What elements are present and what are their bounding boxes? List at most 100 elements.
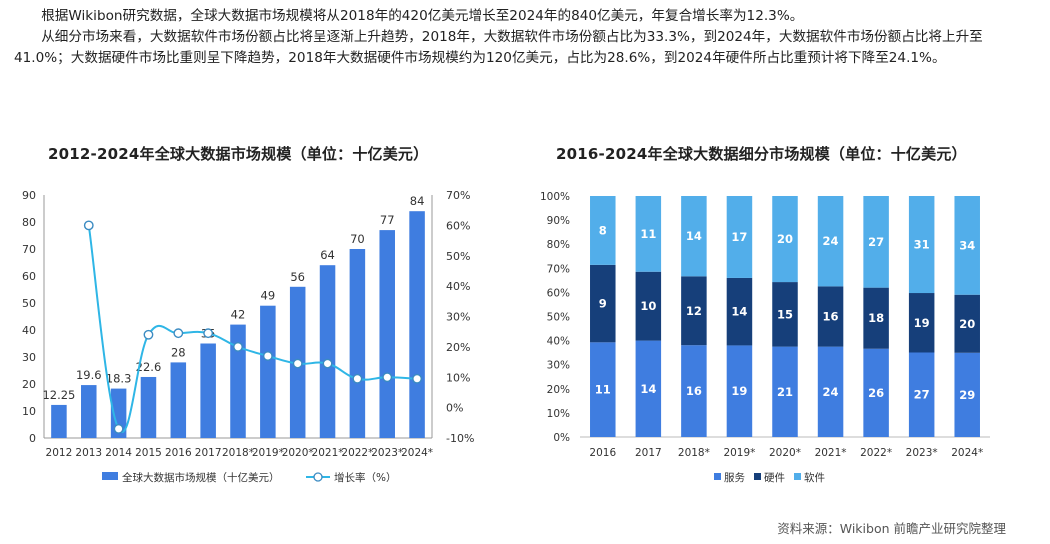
segment-value-label: 27 xyxy=(914,388,930,402)
y-tick-label: 80% xyxy=(547,239,570,251)
bar xyxy=(319,265,336,438)
segment-share-chart: 0%10%20%30%40%50%60%70%80%90%100%1198201… xyxy=(540,191,990,484)
y-tick-label: 20 xyxy=(22,378,36,391)
stack-segment xyxy=(908,196,935,294)
y-tick-label: 60% xyxy=(547,287,570,299)
stack-segment xyxy=(817,346,844,437)
y2-tick-label: 50% xyxy=(446,250,470,263)
y-tick-label: 40% xyxy=(547,336,570,348)
stack-segment xyxy=(681,345,707,437)
y2-tick-label: 10% xyxy=(446,371,470,384)
intro-paragraph-2: 从细分市场来看，大数据软件市场份额占比将呈逐渐上升趋势，2018年，大数据软件市… xyxy=(14,29,983,66)
stack-segment xyxy=(954,196,980,295)
chart2-title: 2016-2024年全球大数据细分市场规模（单位：十亿美元） xyxy=(556,145,967,163)
segment-value-label: 12 xyxy=(686,304,702,318)
y-tick-label: 70 xyxy=(22,243,36,256)
segment-value-label: 17 xyxy=(731,230,747,244)
segment-value-label: 20 xyxy=(959,317,975,331)
x-tick-label: 2021* xyxy=(815,447,847,459)
y-tick-label: 0% xyxy=(553,432,570,444)
x-tick-label: 2013 xyxy=(75,447,102,459)
segment-value-label: 14 xyxy=(640,382,656,396)
bar xyxy=(409,211,425,438)
y2-tick-label: 30% xyxy=(446,311,470,324)
bar xyxy=(349,249,366,438)
stack-segment xyxy=(635,271,662,341)
y2-tick-label: -10% xyxy=(446,432,474,445)
bar-value-label: 19.6 xyxy=(76,368,102,382)
segment-value-label: 9 xyxy=(599,297,607,311)
legend-swatch xyxy=(714,473,721,480)
y-tick-label: 50% xyxy=(547,312,570,324)
x-tick-label: 2014 xyxy=(105,447,132,459)
bar-value-label: 18.3 xyxy=(106,372,132,386)
stack-segment xyxy=(772,196,798,283)
bar-value-label: 49 xyxy=(261,289,276,303)
stack-segment xyxy=(726,277,753,346)
intro-text: 根据Wikibon研究数据，全球大数据市场规模将从2018年的420亿美元增长至… xyxy=(14,6,1034,69)
stack-segment xyxy=(590,264,616,343)
y2-tick-label: 0% xyxy=(446,402,463,415)
market-size-chart: 0 10 20 30 40 50 60 70 80 90 -10% 0% 10% 20% 30% 40% 50%… xyxy=(22,189,474,484)
x-tick-label: 2022* xyxy=(341,447,373,459)
x-tick-label: 2019* xyxy=(252,447,284,459)
growth-rate-point xyxy=(113,423,124,434)
y-tick-label: 10% xyxy=(547,408,570,420)
y-tick-label: 30% xyxy=(547,360,570,372)
y2-tick-label: 20% xyxy=(446,341,470,354)
y-tick-label: 30 xyxy=(22,351,36,364)
bar-value-label: 70 xyxy=(350,232,365,246)
chart1-title: 2012-2024年全球大数据市场规模（单位：十亿美元） xyxy=(48,145,429,163)
growth-rate-point xyxy=(173,328,184,339)
segment-value-label: 10 xyxy=(640,299,656,313)
y-tick-label: 80 xyxy=(22,216,36,229)
growth-rate-point xyxy=(83,220,94,231)
legend-swatch xyxy=(794,473,801,480)
y-tick-label: 10 xyxy=(22,405,36,418)
segment-value-label: 11 xyxy=(640,227,656,241)
stack-segment xyxy=(681,276,707,346)
segment-value-label: 31 xyxy=(914,238,930,252)
growth-rate-point xyxy=(203,328,214,339)
y-tick-label: 40 xyxy=(22,324,36,337)
segment-value-label: 8 xyxy=(599,223,607,237)
segment-value-label: 19 xyxy=(914,316,930,330)
segment-value-label: 29 xyxy=(959,388,975,402)
bar xyxy=(170,362,187,438)
bar-value-label: 22.6 xyxy=(136,360,162,374)
x-tick-label: 2016 xyxy=(589,447,616,459)
segment-value-label: 34 xyxy=(959,238,975,252)
segment-value-label: 26 xyxy=(868,386,884,400)
x-tick-label: 2022* xyxy=(860,447,892,459)
segment-value-label: 24 xyxy=(823,234,839,248)
growth-rate-point xyxy=(292,358,303,369)
stack-segment xyxy=(772,282,798,347)
growth-rate-point xyxy=(262,351,273,361)
x-tick-label: 2021* xyxy=(312,447,344,459)
x-tick-label: 2015 xyxy=(135,447,162,459)
y2-tick-label: 40% xyxy=(446,280,470,293)
bar xyxy=(81,385,97,438)
y2-tick-label: 60% xyxy=(446,219,470,232)
legend-label: 硬件 xyxy=(764,472,785,484)
legend-line-marker xyxy=(313,472,323,482)
stack-segment xyxy=(863,196,889,288)
y-tick-label: 0 xyxy=(29,432,36,445)
stack-segment xyxy=(635,196,662,272)
segment-value-label: 16 xyxy=(686,384,702,398)
bar xyxy=(230,324,246,438)
x-tick-label: 2017 xyxy=(635,447,662,459)
legend-line-label: 增长率（%） xyxy=(334,471,396,484)
x-tick-label: 2020* xyxy=(769,447,801,459)
bar xyxy=(260,305,276,438)
segment-value-label: 21 xyxy=(777,385,793,399)
growth-rate-point xyxy=(352,373,363,384)
legend-bar-label: 全球大数据市场规模（十亿美元） xyxy=(122,471,280,484)
bar-value-label: 28 xyxy=(171,345,186,359)
segment-value-label: 14 xyxy=(731,305,747,319)
stack-segment xyxy=(635,340,662,437)
stack-segment xyxy=(726,345,753,437)
stack-segment xyxy=(908,293,935,353)
segment-value-label: 15 xyxy=(777,307,793,321)
growth-rate-point xyxy=(143,329,154,340)
